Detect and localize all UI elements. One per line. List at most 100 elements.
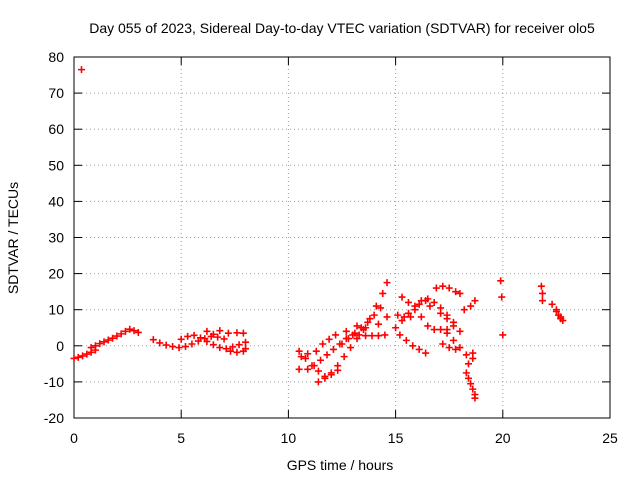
data-point: [338, 340, 346, 348]
data-point: [224, 329, 232, 337]
data-point: [469, 354, 477, 362]
data-point: [383, 279, 391, 287]
data-point: [374, 332, 382, 340]
x-tick-label: 15: [388, 430, 404, 446]
grid-lines: [74, 57, 610, 418]
data-point: [156, 339, 164, 347]
data-point: [233, 329, 241, 337]
data-point: [402, 336, 410, 344]
data-point: [379, 289, 387, 297]
data-point: [417, 313, 425, 321]
data-point: [87, 344, 95, 352]
data-point: [430, 298, 438, 306]
data-point: [304, 365, 312, 373]
data-point: [538, 289, 546, 297]
data-point: [310, 362, 318, 370]
data-point: [462, 369, 470, 377]
data-point: [443, 329, 451, 337]
data-point: [559, 317, 567, 325]
data-point: [374, 320, 382, 328]
data-point: [323, 351, 331, 359]
data-point: [109, 334, 117, 342]
data-point: [317, 356, 325, 364]
data-point: [368, 332, 376, 340]
data-point: [422, 297, 430, 305]
data-point: [190, 331, 198, 339]
data-point: [497, 277, 505, 285]
data-point: [557, 313, 565, 321]
data-point: [181, 343, 189, 351]
data-point: [70, 354, 78, 362]
data-point: [214, 333, 222, 341]
data-point: [134, 328, 142, 336]
data-point: [398, 317, 406, 325]
y-tick-label: 70: [48, 85, 64, 101]
data-point: [342, 327, 350, 335]
x-tick-label: 10: [281, 430, 297, 446]
data-point: [196, 334, 204, 342]
y-tick-label: 40: [48, 193, 64, 209]
data-point: [353, 335, 361, 343]
data-point: [469, 385, 477, 393]
data-point: [467, 380, 475, 388]
axis-ticks: [73, 56, 611, 419]
data-point: [409, 342, 417, 350]
data-point: [415, 345, 423, 353]
data-point: [332, 331, 340, 339]
data-point: [312, 347, 320, 355]
y-axis-label: SDTVAR / TECUs: [5, 182, 21, 294]
data-point: [422, 349, 430, 357]
data-point: [452, 288, 460, 296]
data-point: [411, 306, 419, 314]
data-point: [209, 330, 217, 338]
y-tick-label: 10: [48, 302, 64, 318]
data-point: [396, 331, 404, 339]
data-point: [430, 326, 438, 334]
data-point: [175, 344, 183, 352]
data-point: [452, 345, 460, 353]
data-point: [149, 336, 157, 344]
y-tick-label: 30: [48, 230, 64, 246]
data-point: [235, 341, 243, 349]
chart-title: Day 055 of 2023, Sidereal Day-to-day VTE…: [89, 20, 595, 36]
data-point: [302, 354, 310, 362]
data-point: [443, 315, 451, 323]
data-point: [319, 340, 327, 348]
data-point: [437, 309, 445, 317]
data-point: [344, 335, 352, 343]
data-point: [329, 345, 337, 353]
data-point: [162, 341, 170, 349]
data-point: [347, 344, 355, 352]
data-point: [404, 298, 412, 306]
data-point: [424, 322, 432, 330]
data-point: [464, 360, 472, 368]
data-point: [239, 329, 247, 337]
x-axis-label: GPS time / hours: [287, 457, 394, 473]
data-point: [184, 332, 192, 340]
data-point: [74, 353, 82, 361]
data-point: [462, 351, 470, 359]
data-point: [400, 313, 408, 321]
data-point: [467, 302, 475, 310]
data-point: [83, 350, 91, 358]
data-point: [91, 342, 99, 350]
data-point: [325, 335, 333, 343]
data-point: [464, 374, 472, 382]
data-point: [445, 284, 453, 292]
data-point: [121, 327, 129, 335]
data-point: [314, 367, 322, 375]
data-point: [415, 300, 423, 308]
data-point: [362, 332, 370, 340]
data-point: [398, 293, 406, 301]
data-point: [471, 297, 479, 305]
data-point: [407, 313, 415, 321]
data-point: [372, 302, 380, 310]
y-tick-label: 80: [48, 49, 64, 65]
data-point: [295, 347, 303, 355]
data-points: [70, 66, 567, 402]
data-point: [355, 331, 363, 339]
x-tick-label: 5: [177, 430, 185, 446]
data-point: [229, 343, 237, 351]
data-point: [499, 331, 507, 339]
